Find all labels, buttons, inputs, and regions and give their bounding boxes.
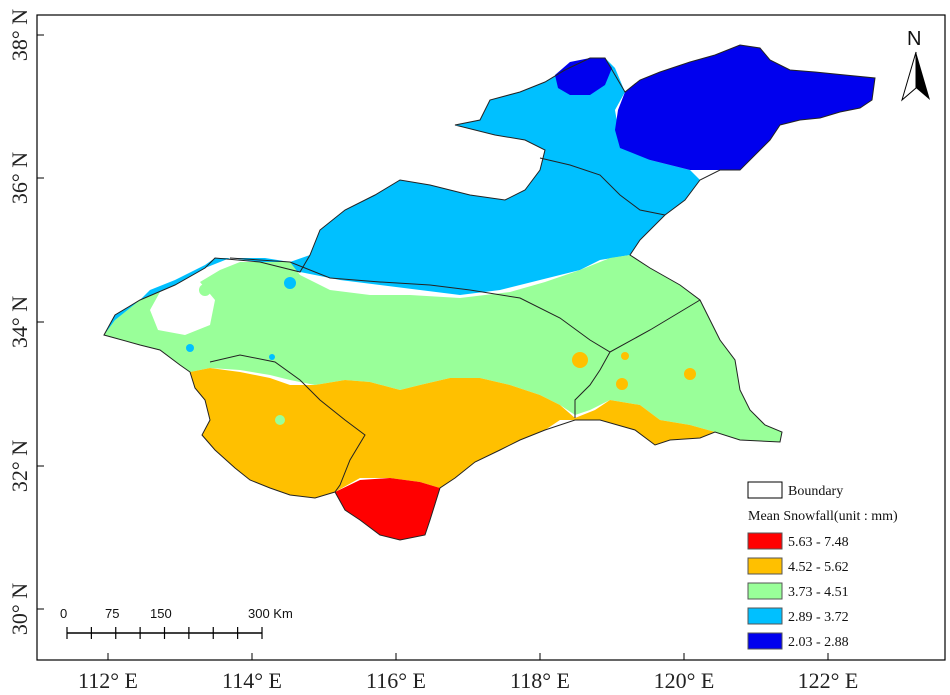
north-arrow: N — [901, 28, 930, 102]
lat-axis: 38° N 36° N 34° N 32° N 30° N — [7, 9, 44, 635]
region-2.03-2.88-peninsula — [615, 45, 875, 170]
scale-tick-75: 75 — [105, 606, 119, 621]
speck-green-2 — [199, 284, 211, 296]
legend-swatch — [747, 532, 783, 550]
scale-tick-150: 150 — [150, 606, 172, 621]
speck-blue-2 — [186, 344, 194, 352]
scale-bar-ticks — [66, 627, 263, 639]
lon-tick-label: 122° E — [798, 668, 859, 693]
region-2.89-3.72-north — [104, 58, 700, 335]
outer-boundary — [103, 44, 876, 541]
scale-tick-0: 0 — [60, 606, 67, 621]
legend-classes: 5.63 - 7.48 4.52 - 5.62 3.73 - 4.51 2.89 - … — [747, 532, 849, 650]
lon-tick-label: 118° E — [510, 668, 570, 693]
legend-class-label: 4.52 - 5.62 — [788, 560, 849, 575]
legend-swatch — [747, 582, 783, 600]
scale-bar: 0 75 150 300 Km — [60, 606, 293, 639]
scale-tick-300: 300 Km — [248, 606, 293, 621]
speck-orange-1 — [572, 352, 588, 368]
speck-green-1 — [275, 415, 285, 425]
internal-boundary-2 — [574, 351, 611, 418]
speck-orange-3 — [684, 368, 696, 380]
legend-class-label: 2.89 - 3.72 — [788, 610, 849, 625]
legend-class-label: 2.03 - 2.88 — [788, 635, 849, 650]
region-5.63-7.48 — [335, 478, 440, 540]
lon-axis: 112° E 114° E 116° E 118° E 120° E 122° E — [78, 653, 858, 693]
lon-tick-label: 116° E — [366, 668, 426, 693]
north-arrow-right-half — [916, 52, 930, 100]
lat-tick-label: 30° N — [7, 583, 32, 635]
legend-swatch — [747, 632, 783, 650]
legend-swatch — [747, 557, 783, 575]
legend-boundary-swatch — [747, 481, 783, 499]
internal-boundary-1 — [229, 257, 701, 353]
legend-boundary-label: Boundary — [788, 484, 843, 499]
lat-tick-label: 32° N — [7, 440, 32, 492]
speck-blue-1 — [284, 277, 296, 289]
speck-blue-3 — [269, 354, 275, 360]
lat-tick-label: 34° N — [7, 296, 32, 348]
legend-class-label: 5.63 - 7.48 — [788, 535, 849, 550]
internal-boundary-3 — [209, 354, 366, 493]
legend-title: Mean Snowfall(unit : mm) — [748, 509, 898, 524]
lon-tick-label: 120° E — [654, 668, 715, 693]
lat-tick-label: 36° N — [7, 152, 32, 204]
lat-tick-label: 38° N — [7, 9, 32, 61]
internal-boundary-4 — [539, 157, 666, 216]
region-3.73-4.51 — [104, 255, 782, 442]
lon-tick-label: 112° E — [78, 668, 138, 693]
speck-orange-4 — [621, 352, 629, 360]
speck-orange-2 — [616, 378, 628, 390]
legend-class-label: 3.73 - 4.51 — [788, 585, 849, 600]
region-2.03-2.88-north-tip — [555, 58, 612, 95]
lon-tick-label: 114° E — [222, 668, 282, 693]
north-label: N — [907, 28, 921, 50]
legend-swatch — [747, 607, 783, 625]
legend: Boundary Mean Snowfall(unit : mm) 5.63 -… — [747, 481, 898, 650]
